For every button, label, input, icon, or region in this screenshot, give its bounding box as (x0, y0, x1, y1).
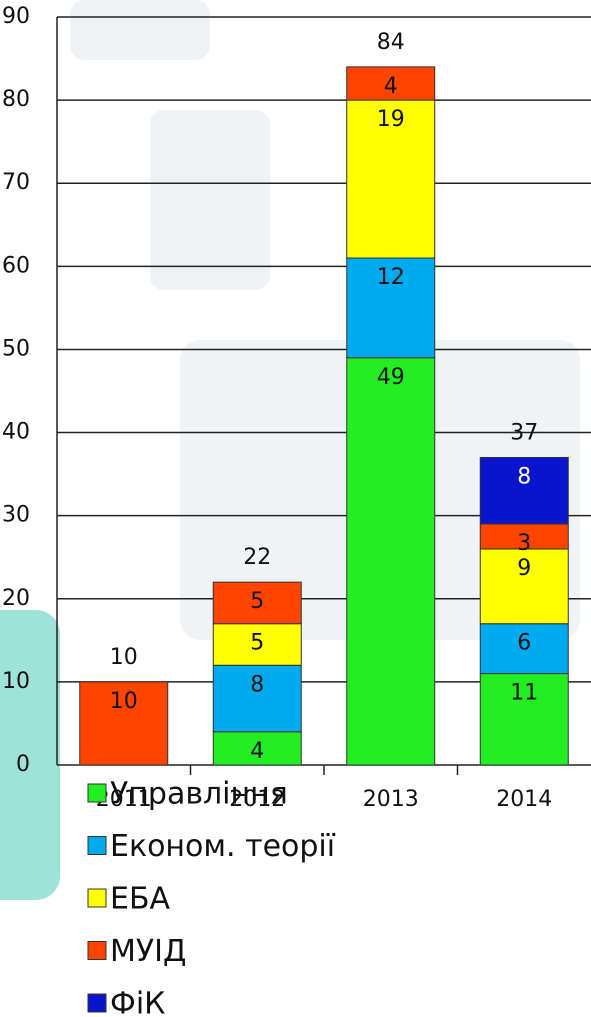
total-label: 10 (110, 645, 138, 670)
legend-label: ФіК (110, 987, 165, 1017)
legend-label: Економ. теорії (110, 829, 336, 864)
bar-segment (346, 257, 436, 359)
segment-label: 8 (517, 464, 531, 489)
bar-segment (346, 66, 436, 101)
bar-segment (346, 357, 436, 766)
segment-label: 6 (517, 631, 531, 656)
x-tick-label: 2013 (363, 787, 419, 812)
segment-label: 12 (377, 265, 405, 290)
background-shape (0, 610, 60, 900)
segment-label: 8 (250, 672, 264, 697)
bar-segment (479, 456, 569, 525)
segment-label: 5 (250, 631, 264, 656)
legend-swatch (87, 888, 107, 908)
legend-label: ЕБА (110, 882, 171, 917)
y-tick-label: 60 (2, 253, 30, 278)
y-tick-label: 20 (2, 586, 30, 611)
segment-label: 11 (510, 681, 538, 706)
legend-swatch (87, 783, 107, 803)
y-tick-label: 30 (2, 503, 30, 528)
x-tick-label: 2014 (496, 787, 552, 812)
y-tick-label: 70 (2, 170, 30, 195)
bar-segment (479, 673, 569, 766)
segment-label: 4 (250, 739, 264, 764)
background-shape (150, 110, 270, 290)
y-tick-label: 80 (2, 87, 30, 112)
bar-segment (346, 99, 436, 259)
x-tick-label: 2012 (229, 787, 285, 812)
segment-label: 10 (110, 689, 138, 714)
total-label: 22 (243, 545, 271, 570)
y-tick-label: 90 (2, 4, 30, 29)
segment-label: 5 (250, 589, 264, 614)
bar-segment (479, 548, 569, 625)
background-shape (70, 0, 210, 60)
y-tick-label: 10 (2, 669, 30, 694)
legend-swatch (87, 941, 107, 960)
segment-label: 4 (384, 74, 398, 99)
legend-label: Управління (110, 777, 288, 812)
bar-segment (212, 731, 302, 766)
y-tick-label: 40 (2, 420, 30, 445)
segment-label: 9 (517, 556, 531, 581)
segment-label: 3 (517, 531, 531, 556)
total-label: 84 (377, 30, 405, 55)
bar-segment (212, 581, 302, 625)
segment-label: 19 (377, 107, 405, 132)
bar-segment (79, 681, 169, 766)
bar-segment (479, 623, 569, 675)
legend-swatch (87, 836, 107, 855)
legend-label: МУІД (110, 934, 186, 969)
y-tick-label: 0 (16, 752, 30, 777)
segment-label: 49 (377, 365, 405, 390)
total-label: 37 (510, 420, 538, 445)
plot: 0102030405060708090201110102012485522201… (2, 4, 591, 1017)
y-tick-label: 50 (2, 336, 30, 361)
bar-segment (212, 664, 302, 733)
legend-swatch (87, 993, 107, 1013)
